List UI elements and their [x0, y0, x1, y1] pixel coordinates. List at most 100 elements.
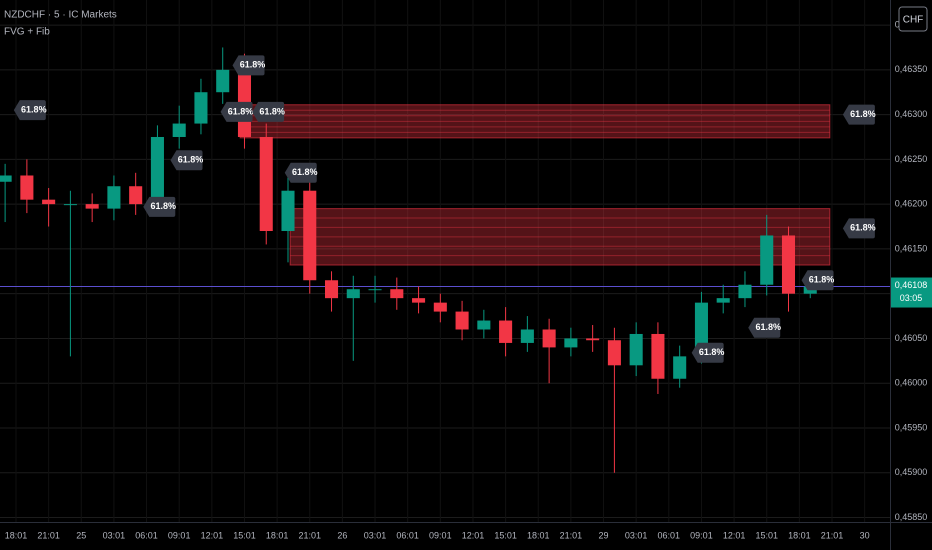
candle-body — [412, 298, 426, 303]
currency-box[interactable] — [898, 6, 928, 32]
x-tick-label: 06:01 — [396, 530, 419, 540]
annotation-box — [220, 101, 253, 122]
candle-body — [281, 190, 295, 232]
y-tick-label: 0,46250 — [895, 154, 928, 164]
x-tick-label: 09:01 — [429, 530, 452, 540]
y-tick-label: 0,45850 — [895, 512, 928, 522]
last-price-box — [891, 277, 932, 308]
x-tick-label: 15:01 — [755, 530, 778, 540]
indicator-name: FVG + Fib — [4, 27, 50, 38]
candle-body — [716, 298, 730, 303]
candle-body — [368, 289, 382, 291]
x-tick-label: 18:01 — [266, 530, 289, 540]
y-tick-label: 0,46000 — [895, 378, 928, 388]
candle-body — [564, 338, 578, 348]
y-tick-label: 0,45900 — [895, 467, 928, 477]
annotation-label: 61.8% — [755, 322, 781, 332]
x-tick-label: 21:01 — [298, 530, 321, 540]
x-tick-label: 21:01 — [821, 530, 844, 540]
candle-body — [20, 175, 34, 200]
y-tick-label: 0,46300 — [895, 109, 928, 119]
candles — [0, 47, 817, 473]
annotation-label: 61.8% — [292, 167, 318, 177]
annotations: 61.8% 61.8% 61.8% 61.8% 61.8% 61.8% 61.8% 61.8%… — [13, 55, 876, 363]
x-tick-label: 03:01 — [364, 530, 387, 540]
annotation-label: 61.8% — [259, 106, 285, 116]
candle-body — [607, 340, 621, 366]
annotation-label: 61.8% — [809, 275, 835, 285]
annotation-label: 61.8% — [699, 347, 725, 357]
annotation-label: 61.8% — [228, 106, 254, 116]
annotation-label: 61.8% — [850, 223, 876, 233]
candle-body — [324, 280, 339, 299]
candle-body — [781, 235, 796, 294]
fvg-zone — [289, 208, 831, 266]
annotation-label: 61.8% — [178, 155, 204, 165]
x-tick-label: 18:01 — [5, 530, 28, 540]
candle-body — [673, 356, 687, 379]
candle-body — [216, 69, 230, 93]
candle-body — [194, 92, 208, 124]
x-tick-label: 30 — [860, 530, 870, 540]
candle-body — [651, 333, 665, 379]
annotation-box — [284, 162, 317, 183]
candle-body — [259, 136, 273, 232]
x-tick-label: 12:01 — [462, 530, 485, 540]
candle-body — [0, 175, 12, 182]
annotation-box — [232, 55, 265, 76]
candle-body — [85, 204, 99, 209]
annotation-label: 61.8% — [151, 201, 177, 211]
candle-body — [629, 333, 643, 366]
annotation-box — [691, 342, 724, 363]
x-tick-label: 18:01 — [527, 530, 550, 540]
candle-body — [150, 136, 164, 205]
x-tick-label: 21:01 — [560, 530, 583, 540]
candle-body — [542, 329, 556, 348]
annotation-box — [842, 104, 875, 125]
annotation-box — [252, 101, 285, 122]
chart-title: NZDCHF · 5 · IC Markets — [4, 10, 117, 21]
last-price-label: 0,46108 — [895, 280, 928, 290]
candle-body — [172, 123, 186, 137]
x-tick-label: 09:01 — [168, 530, 191, 540]
x-tick-label: 03:01 — [625, 530, 648, 540]
y-tick-label: 0,46050 — [895, 333, 928, 343]
candle-body — [42, 199, 56, 205]
y-tick-label: 0,46200 — [895, 199, 928, 209]
x-tick-label: 12:01 — [201, 530, 224, 540]
x-tick-label: 21:01 — [37, 530, 60, 540]
x-tick-label: 15:01 — [494, 530, 517, 540]
candle-body — [586, 338, 600, 341]
zones — [0, 104, 890, 288]
currency-label[interactable]: CHF — [903, 15, 924, 26]
x-tick-label: 25 — [76, 530, 86, 540]
x-tick-label: 06:01 — [135, 530, 158, 540]
candle-body — [477, 320, 491, 330]
x-tick-label: 26 — [337, 530, 347, 540]
annotation-box — [13, 100, 46, 121]
candle-body — [760, 235, 774, 285]
x-tick-label: 12:01 — [723, 530, 746, 540]
candle-body — [63, 204, 77, 206]
candle-body — [455, 311, 469, 330]
annotation-box — [748, 317, 781, 338]
candle-body — [346, 289, 360, 299]
x-tick-label: 09:01 — [690, 530, 713, 540]
y-tick-label: 0,46150 — [895, 243, 928, 253]
x-tick-label: 29 — [599, 530, 609, 540]
candle-body — [390, 289, 404, 299]
annotation-box — [143, 196, 176, 217]
candle-body — [738, 284, 752, 299]
y-tick-label: 0,46350 — [895, 64, 928, 74]
candle-body — [499, 320, 513, 343]
candle-body — [107, 186, 121, 209]
y-tick-label: 0,45950 — [895, 422, 928, 432]
candle-body — [433, 302, 447, 312]
annotation-label: 61.8% — [850, 109, 876, 119]
candle-body — [129, 186, 143, 205]
x-tick-label: 18:01 — [788, 530, 811, 540]
candle-body — [303, 190, 317, 281]
x-tick-label: 06:01 — [658, 530, 681, 540]
